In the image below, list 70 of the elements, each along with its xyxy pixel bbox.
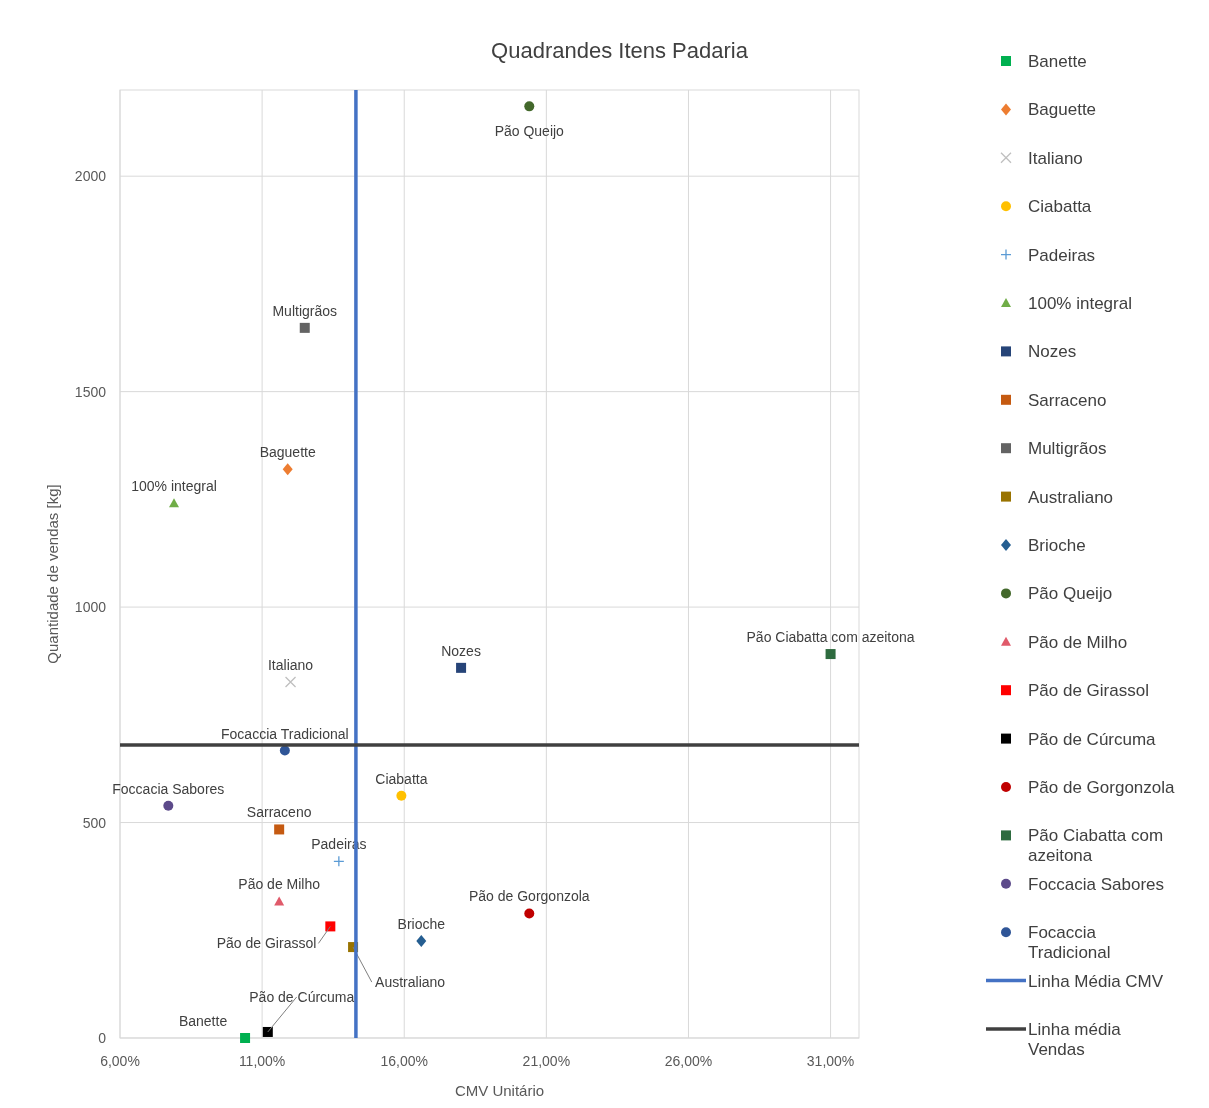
legend-label: Linha Média CMV xyxy=(1028,971,1164,991)
text: Pão Queijo xyxy=(494,123,564,140)
x-tick-label: 11,00% xyxy=(238,1053,286,1069)
text: Pão de Girassol xyxy=(216,935,317,952)
legend-label: Padeiras xyxy=(1028,245,1096,265)
text: Baguette xyxy=(259,444,316,461)
point xyxy=(282,463,293,476)
point xyxy=(262,1026,273,1037)
text: Pão Ciabatta com azeitona xyxy=(746,629,915,646)
x-axis-title: CMV Unitário xyxy=(454,1082,545,1099)
x-tick-label: 16,00% xyxy=(380,1053,428,1069)
legend-label: Focaccia Tradicional xyxy=(1028,923,1111,963)
y-tick-label: 0 xyxy=(98,1030,107,1046)
text: Focaccia Tradicional xyxy=(221,725,349,742)
legend-label: Pão de Milho xyxy=(1028,632,1128,652)
text: Italiano xyxy=(267,657,314,674)
point xyxy=(333,855,345,867)
legend-label: Pão de Gorgonzola xyxy=(1028,778,1176,797)
legend-label: Pão Ciabatta com azeitona xyxy=(1028,826,1164,866)
legend-label: Linha média Vendas xyxy=(1028,1020,1122,1059)
point xyxy=(274,824,285,835)
y-axis-title: Quantidade de vendas [kg] xyxy=(44,484,61,664)
y-tick-label: 1000 xyxy=(74,599,107,616)
point xyxy=(416,935,427,948)
y-tick-label: 500 xyxy=(82,814,107,831)
x-tick-label: 21,00% xyxy=(522,1053,571,1069)
text: Australiano xyxy=(375,974,446,991)
point xyxy=(299,322,310,333)
legend-label: Pão de Cúrcuma xyxy=(1028,729,1157,749)
text: Multigrãos xyxy=(272,302,338,319)
point xyxy=(274,896,285,906)
point xyxy=(163,800,174,811)
text: Foccacia Sabores xyxy=(112,780,225,797)
text: 100% integral xyxy=(131,478,217,495)
legend-label: Banette xyxy=(1028,52,1087,71)
legend-label: Australiano xyxy=(1028,487,1114,507)
x-tick-label: 6,00% xyxy=(100,1053,140,1069)
legend-label: Sarraceno xyxy=(1028,390,1107,410)
text: Brioche xyxy=(397,916,446,933)
text: Pão de Milho xyxy=(238,876,321,893)
legend-label: Pão Queijo xyxy=(1028,584,1113,604)
point xyxy=(240,1033,251,1043)
legend-label: Italiano xyxy=(1028,148,1083,168)
point xyxy=(396,790,407,801)
chart-title: Quadrandes Itens Padaria xyxy=(491,38,749,63)
point xyxy=(524,908,535,919)
point xyxy=(169,498,179,508)
text: Nozes xyxy=(441,642,481,659)
legend-label: Brioche xyxy=(1028,536,1086,555)
legend-label: Pão de Girassol xyxy=(1028,681,1149,701)
legend-label: 100% integral xyxy=(1028,294,1132,313)
point xyxy=(279,745,290,756)
y-tick-label: 2000 xyxy=(74,168,107,185)
point xyxy=(825,649,836,660)
point xyxy=(284,676,297,688)
legend-label: Nozes xyxy=(1028,342,1077,362)
legend-label: Multigrãos xyxy=(1028,439,1107,459)
x-tick-label: 31,00% xyxy=(806,1053,855,1069)
point xyxy=(325,921,336,932)
point xyxy=(524,101,535,112)
text: Ciabatta xyxy=(375,770,428,787)
text: Banette xyxy=(178,1013,228,1029)
y-tick-label: 1500 xyxy=(74,383,107,400)
legend-label: Baguette xyxy=(1028,100,1097,120)
legend-label: Foccacia Sabores xyxy=(1028,874,1165,894)
x-tick-label: 26,00% xyxy=(664,1053,713,1069)
point xyxy=(456,662,467,673)
text: Sarraceno xyxy=(246,804,312,821)
legend-label: Ciabatta xyxy=(1028,197,1092,217)
text: Pão de Gorgonzola xyxy=(468,888,590,905)
